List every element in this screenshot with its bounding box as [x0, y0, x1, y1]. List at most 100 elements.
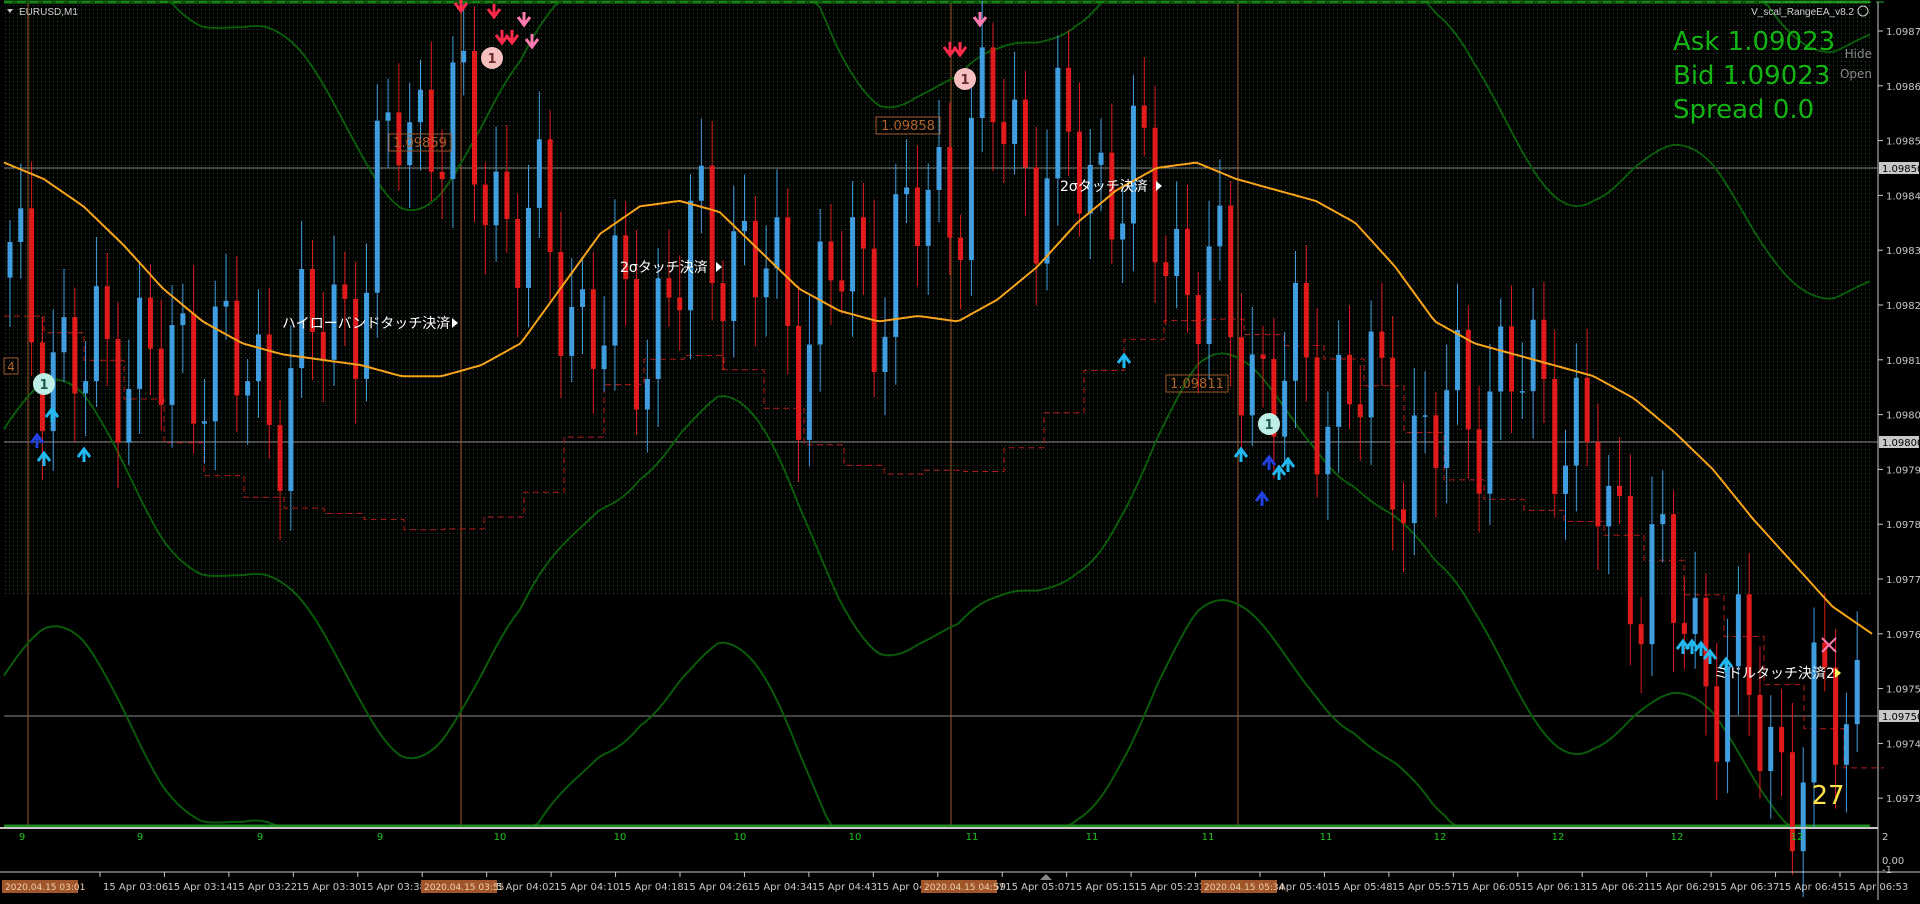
hide-button[interactable]: Hide: [1845, 47, 1872, 61]
time-tick-label: 15 Apr 06:29: [1650, 882, 1715, 893]
candle: [1390, 316, 1396, 551]
price-tick-label: 1.09825: [1886, 301, 1920, 312]
entry-badge[interactable]: 1: [33, 373, 55, 395]
candle-body: [1357, 404, 1363, 418]
sub-session-label: 9: [137, 832, 143, 843]
entry-badge[interactable]: 1: [954, 68, 976, 90]
candle-body: [1055, 67, 1061, 179]
candle: [1714, 642, 1720, 801]
symbol-title: EURUSD,M1: [19, 7, 78, 18]
time-axis[interactable]: 15 Apr 03:06 15 Apr 03:14 15 Apr 03:22 15 A…: [2, 872, 1908, 893]
entry-badge[interactable]: 1: [481, 47, 503, 69]
candle-body: [785, 217, 791, 327]
svg-text:1.09858: 1.09858: [881, 119, 935, 134]
candle: [796, 285, 802, 483]
candle-body: [1725, 666, 1731, 762]
candle: [472, 6, 477, 222]
candle: [18, 163, 24, 279]
price-tick-label: 1.09745: [1886, 739, 1920, 750]
candle-body: [245, 381, 251, 396]
sub-session-label: 11: [1202, 832, 1215, 843]
candle: [1779, 688, 1785, 797]
candle-body: [763, 268, 769, 298]
middle-ma-line: [3, 161, 1873, 635]
candle: [709, 121, 715, 321]
candle: [1854, 611, 1860, 752]
candle-body: [817, 241, 823, 345]
candle-body: [990, 47, 996, 123]
candle: [1109, 103, 1115, 265]
candle-body: [796, 326, 802, 440]
candle-body: [742, 220, 748, 232]
candle: [223, 253, 229, 340]
price-axis[interactable]: 1.09875 1.09865 1.09855 1.09845 1.09835 1.098…: [1878, 27, 1920, 805]
signal-arrows: [29, 0, 1734, 672]
candle: [50, 309, 56, 471]
candle: [1260, 326, 1266, 408]
price-tick-label: 1.09845: [1886, 191, 1920, 202]
ea-status-icon[interactable]: [1857, 5, 1869, 17]
entry-badge[interactable]: 1: [1258, 413, 1280, 435]
candle-body: [1552, 379, 1558, 494]
sub-session-label: 12: [1791, 832, 1804, 843]
candle-body: [644, 379, 650, 410]
candle-body: [828, 241, 834, 281]
candle-body: [1260, 354, 1266, 359]
chart-menu-icon[interactable]: [7, 9, 13, 13]
candle: [763, 225, 769, 337]
price-box: 1.09811: [1165, 374, 1229, 393]
price-tick-label: 1.09795: [1886, 465, 1920, 476]
time-tick-label: 15 Apr 03:22: [232, 882, 297, 893]
candle: [590, 252, 596, 414]
svg-text:1: 1: [487, 52, 496, 67]
candle-body: [1584, 377, 1590, 442]
candle-body: [472, 50, 477, 185]
candle-body: [1455, 329, 1461, 391]
candle-body: [580, 289, 586, 307]
candle: [1617, 437, 1623, 524]
candle: [417, 59, 423, 171]
candle-body: [698, 165, 704, 201]
candle: [774, 169, 780, 299]
sub-window-session-labels: 9 9 9 9 10 10 10 10 11 11 11 11 12 12 12 12: [19, 832, 1804, 843]
candle: [1012, 51, 1018, 175]
candle-body: [1660, 514, 1666, 525]
sub-session-label: 11: [1086, 832, 1099, 843]
candle-body: [1109, 152, 1115, 240]
sub-session-label: 9: [377, 832, 383, 843]
candle: [61, 268, 67, 382]
candle: [1822, 593, 1828, 692]
candle-body: [1811, 642, 1817, 783]
candle: [147, 264, 153, 396]
sub-session-label: 9: [257, 832, 263, 843]
candle: [1130, 74, 1136, 272]
candle: [385, 78, 391, 168]
candle-body: [774, 217, 780, 269]
candle-body: [342, 284, 348, 299]
candle: [299, 220, 305, 399]
svg-text:1.09811: 1.09811: [1170, 377, 1224, 392]
sub-scale-mid: 0.00: [1882, 856, 1904, 867]
candle-body: [180, 313, 186, 326]
candle: [83, 341, 89, 437]
candle-body: [590, 289, 596, 370]
candle-body: [925, 189, 931, 246]
candle: [245, 358, 251, 445]
open-button[interactable]: Open: [1840, 67, 1872, 81]
candle-body: [860, 217, 866, 249]
buy-arrow-icon: [1702, 648, 1718, 664]
candle-body: [363, 292, 369, 379]
svg-text:4: 4: [7, 360, 15, 374]
candle-body: [526, 207, 532, 288]
scroll-marker-icon[interactable]: [1040, 874, 1052, 880]
sell-arrow-icon: [504, 30, 520, 46]
price-box: 4: [3, 357, 19, 375]
candle-body: [320, 331, 326, 360]
candle-body: [1184, 228, 1190, 296]
candle: [396, 63, 402, 191]
candle-body: [61, 317, 67, 353]
candle-body: [104, 286, 110, 340]
candle-body: [331, 284, 337, 360]
candle-body: [1249, 354, 1255, 416]
